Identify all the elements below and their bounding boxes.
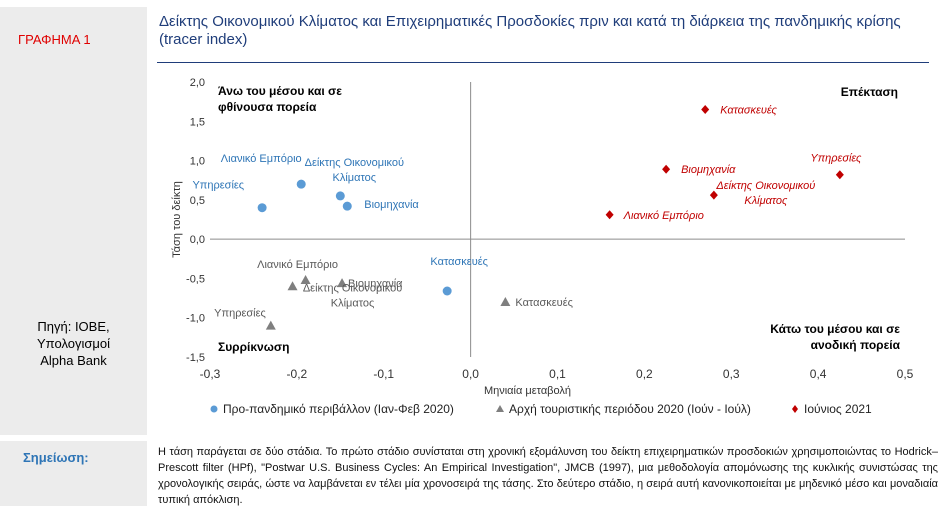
point-marker-triangle <box>500 297 511 306</box>
point-marker-circle <box>442 286 452 296</box>
point-label: Κλίματος <box>331 297 375 309</box>
y-tick-label: 1,5 <box>190 116 205 128</box>
point-label: Δείκτης Οικονομικού <box>715 180 815 192</box>
point-label: Λιανικό Εμπόριο <box>221 153 302 165</box>
legend-label: Ιούνιος 2021 <box>804 402 872 416</box>
point-marker-circle <box>257 203 267 213</box>
point-label: Λιανικό Εμπόριο <box>257 259 338 271</box>
x-tick-label: -0,1 <box>373 367 394 381</box>
chart-panel: Δείκτης Οικονομικού Κλίματος και Επιχειρ… <box>147 7 939 435</box>
point-marker-diamond <box>709 190 718 200</box>
point-label: Υπηρεσίες <box>192 180 244 192</box>
point-marker-triangle <box>265 320 276 330</box>
source-line-2: Υπολογισμοί <box>37 336 110 351</box>
point-marker-triangle <box>300 275 311 284</box>
point-marker-circle <box>335 191 345 201</box>
quadrant-label-bottom-left: Συρρίκνωση <box>218 340 289 354</box>
title-divider <box>157 62 929 63</box>
chart-title: Δείκτης Οικονομικού Κλίματος και Επιχειρ… <box>159 13 901 48</box>
point-marker-circle <box>342 201 352 211</box>
point-marker-diamond <box>605 210 614 220</box>
point-label: Δείκτης Οικονομικού <box>303 282 402 294</box>
chart-number-label: ΓΡΑΦΗΜΑ 1 <box>18 32 91 47</box>
x-tick-label: 0,2 <box>636 367 653 381</box>
quadrant-label-top-right: Επέκταση <box>841 85 898 99</box>
legend-marker-triangle <box>496 405 504 412</box>
x-tick-label: 0,1 <box>549 367 566 381</box>
point-label: Κλίματος <box>333 172 377 184</box>
y-tick-label: 2,0 <box>190 77 205 89</box>
quadrant-label-top-left: φθίνουσα πορεία <box>218 100 317 114</box>
quadrant-label-bottom-right: Κάτω του μέσου και σε <box>770 322 900 336</box>
x-tick-label: -0,3 <box>200 367 221 381</box>
quadrant-label-top-left: Άνω του μέσου και σε <box>218 84 342 98</box>
legend-marker-circle <box>210 405 218 413</box>
point-marker-triangle <box>337 278 348 288</box>
note-panel <box>0 441 147 506</box>
point-label: Υπηρεσίες <box>810 153 862 165</box>
point-label: Κατασκευές <box>430 256 488 268</box>
legend-label: Αρχή τουριστικής περιόδου 2020 (Ιούν - Ι… <box>509 402 751 416</box>
point-label: Κλίματος <box>744 195 788 207</box>
quadrant-label-bottom-right: ανοδική πορεία <box>811 338 901 352</box>
y-tick-label: -1,5 <box>186 352 205 364</box>
legend-marker-diamond <box>792 405 798 413</box>
point-label: Κατασκευές <box>720 105 777 117</box>
point-label: Βιομηχανία <box>681 164 736 176</box>
source-note: Πηγή: ΙΟΒΕ, Υπολογισμοί Alpha Bank <box>0 318 147 369</box>
y-tick-label: -0,5 <box>186 273 205 285</box>
scatter-chart: 2,0 1,5 1,0 0,5 0,0 -0,5 -1,0 -1,5 -0,3 -0,2 -0,1 0… <box>171 77 914 416</box>
point-label: Δείκτης Οικονομικού <box>305 157 404 169</box>
x-tick-label: 0,0 <box>462 367 479 381</box>
point-marker-diamond <box>662 164 671 174</box>
point-label: Κατασκευές <box>515 297 573 309</box>
y-tick-label: 0,0 <box>190 234 205 246</box>
source-line-1: Πηγή: ΙΟΒΕ, <box>37 319 110 334</box>
note-label: Σημείωση: <box>23 450 89 465</box>
point-label: Υπηρεσίες <box>214 308 266 320</box>
source-line-3: Alpha Bank <box>40 353 107 368</box>
left-panel: ΓΡΑΦΗΜΑ 1 Πηγή: ΙΟΒΕ, Υπολογισμοί Alpha … <box>0 7 147 435</box>
point-label: Βιομηχανία <box>364 199 419 211</box>
y-tick-label: 1,0 <box>190 156 205 168</box>
point-marker-circle <box>296 179 306 189</box>
x-tick-label: 0,4 <box>810 367 827 381</box>
note-text: Η τάση παράγεται σε δύο στάδια. Το πρώτο… <box>158 446 938 506</box>
point-label: Βιομηχανία <box>348 278 403 290</box>
y-tick-label: -1,0 <box>186 313 205 325</box>
x-tick-label: 0,5 <box>897 367 914 381</box>
y-tick-label: 0,5 <box>190 195 205 207</box>
x-axis-title: Μηνιαία μεταβολή <box>484 385 571 397</box>
point-marker-diamond <box>701 105 710 114</box>
x-tick-label: -0,2 <box>287 367 308 381</box>
point-label: Λιανικό Εμπόριο <box>623 210 704 222</box>
x-tick-label: 0,3 <box>723 367 740 381</box>
point-marker-diamond <box>835 170 844 180</box>
y-axis-title: Τάση του δείκτη <box>171 181 183 258</box>
point-marker-triangle <box>287 281 298 291</box>
legend-label: Προ-πανδημικό περιβάλλον (Ιαν-Φεβ 2020) <box>223 402 454 416</box>
